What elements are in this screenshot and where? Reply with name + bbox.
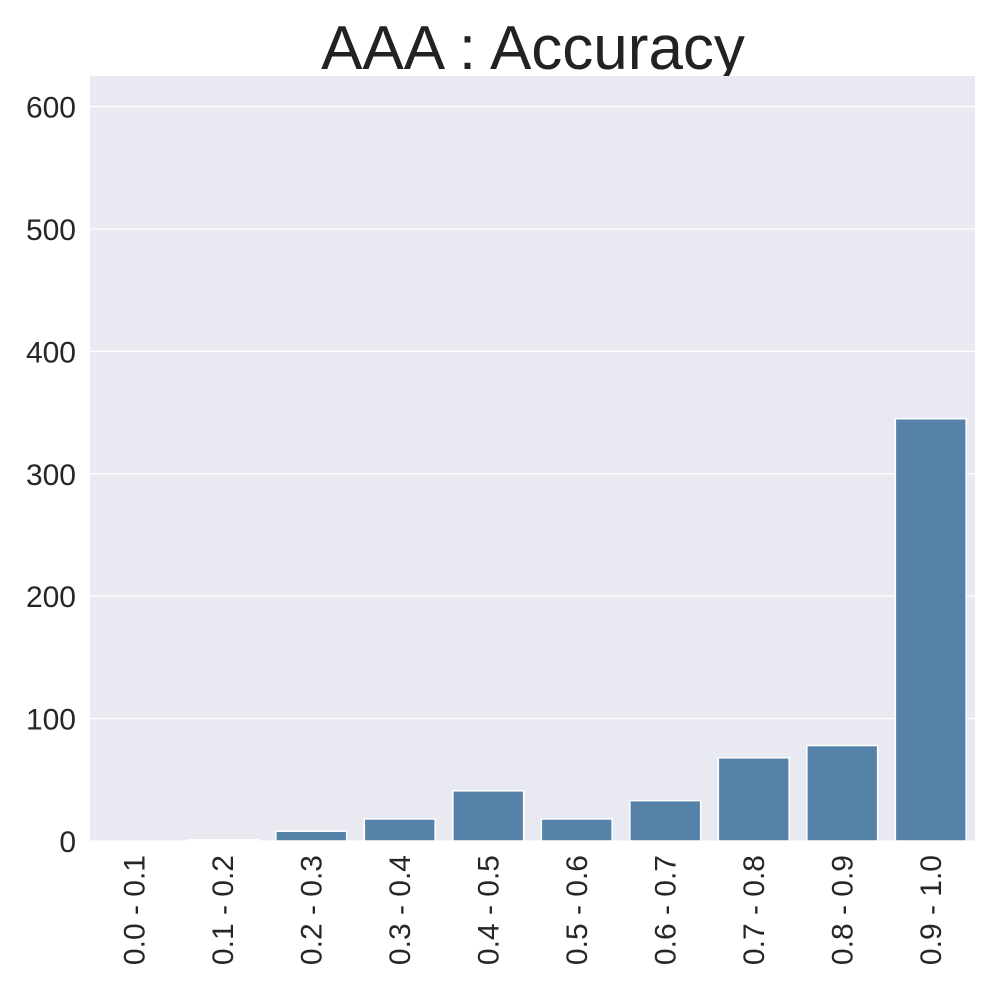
x-tick-label: 0.9 - 1.0 [915,855,948,965]
y-tick-label: 600 [26,92,76,125]
bar [363,818,436,842]
bar [452,790,525,842]
y-tick-label: 300 [26,459,76,492]
x-tick-label: 0.2 - 0.3 [295,855,328,965]
bar [806,744,879,842]
x-tick-label: 0.4 - 0.5 [472,855,505,965]
grid-lines [90,105,975,842]
x-tick-label: 0.6 - 0.7 [649,855,682,965]
y-tick-label: 0 [59,826,76,859]
bar [186,839,259,842]
y-tick-label: 500 [26,214,76,247]
x-tick-label: 0.8 - 0.9 [826,855,859,965]
y-tick-label: 400 [26,336,76,369]
y-tick-label: 200 [26,581,76,614]
x-tick-label: 0.1 - 0.2 [207,855,240,965]
x-tick-label: 0.0 - 0.1 [118,855,151,965]
chart-title: AAA : Accuracy [321,14,745,83]
x-tick-label: 0.7 - 0.8 [738,855,771,965]
bars [186,417,967,842]
x-axis-ticks: 0.0 - 0.1 0.1 - 0.2 0.2 - 0.3 0.3 - 0.4 0.4 … [118,855,948,965]
plot-area [90,76,975,841]
bar [629,799,702,842]
x-tick-label: 0.3 - 0.4 [384,855,417,965]
bar [717,757,790,842]
y-tick-label: 100 [26,704,76,737]
y-axis-ticks: 0 100 200 300 400 500 600 [26,92,76,859]
bar [540,818,613,842]
x-tick-label: 0.5 - 0.6 [561,855,594,965]
bar [275,830,348,842]
bar [894,417,967,842]
